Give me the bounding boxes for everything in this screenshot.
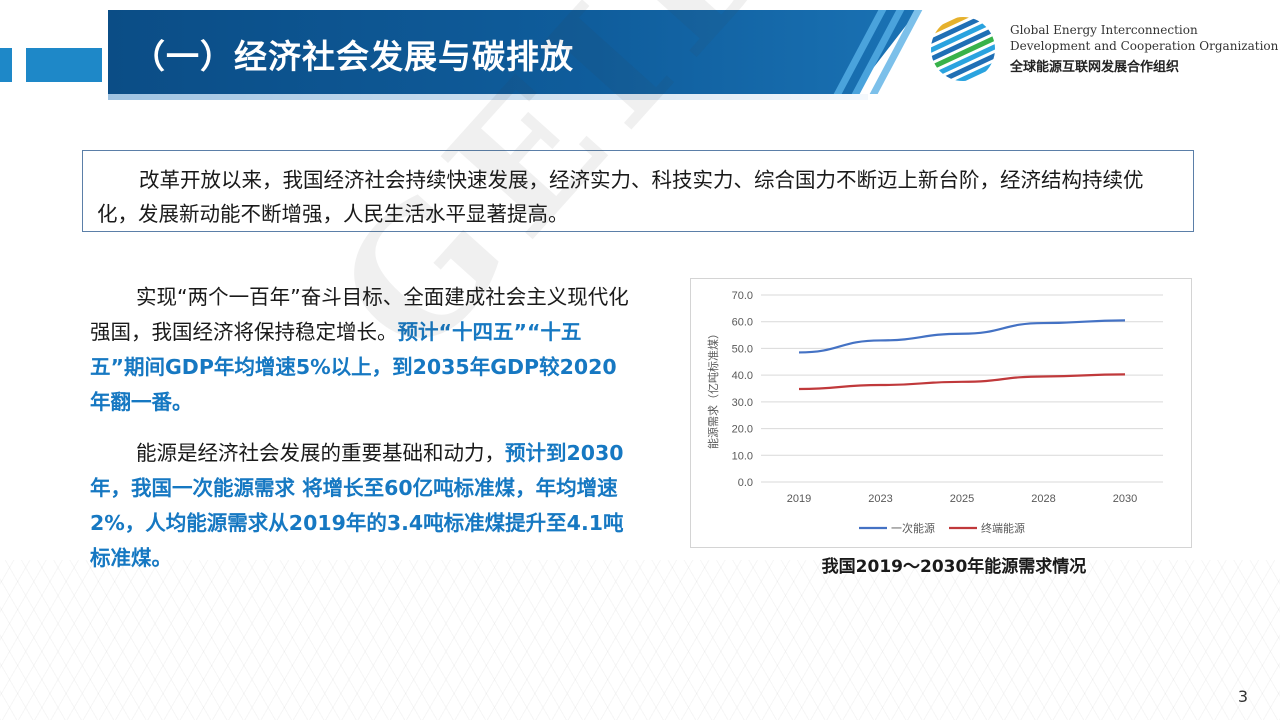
org-name-zh: 全球能源互联网发展合作组织 [1010, 60, 1180, 75]
paragraph-energy-plain: 能源是经济社会发展的重要基础和动力， [136, 441, 505, 465]
page-number: 3 [1237, 687, 1248, 706]
paragraph-gdp: 实现“两个一百年”奋斗目标、全面建成社会主义现代化强国，我国经济将保持稳定增长。… [90, 280, 630, 420]
y-tick-label: 10.0 [732, 450, 753, 462]
x-tick-label: 2019 [787, 493, 811, 505]
org-name-en-line2: Development and Cooperation Organization [1010, 39, 1279, 53]
intro-box: 改革开放以来，我国经济社会持续快速发展，经济实力、科技实力、综合国力不断迈上新台… [82, 150, 1194, 232]
y-tick-label: 0.0 [738, 477, 753, 489]
paragraph-gdp-highlight: 预计“十四五”“十五五”期间GDP年均增速5%以上，到2035年GDP较2020… [90, 320, 617, 414]
globe-logo-icon [931, 17, 995, 81]
header-band [108, 10, 918, 94]
y-axis-label: 能源需求（亿吨标准煤） [706, 328, 720, 449]
series-line [798, 373, 1126, 391]
chart-frame: 0.0 10.0 20.0 30.0 40.0 50.0 60.0 70.0 2019 2023 2… [690, 278, 1192, 548]
org-name-en-line1: Global Energy Interconnection [1010, 23, 1198, 37]
paragraph-energy: 能源是经济社会发展的重要基础和动力，预计到2030年，我国一次能源需求 将增长至… [90, 436, 630, 576]
page-title: （一）经济社会发展与碳排放 [132, 37, 574, 76]
header-accent-bar [0, 48, 12, 82]
series-line [798, 319, 1126, 354]
y-tick-label: 50.0 [732, 343, 753, 355]
x-tick-label: 2030 [1113, 493, 1137, 505]
paragraph-energy-highlight: 预计到2030年，我国一次能源需求 将增长至60亿吨标准煤，年均增速2%，人均能… [90, 441, 624, 570]
x-tick-label: 2025 [950, 493, 974, 505]
legend-label: 终端能源 [981, 521, 1025, 535]
y-tick-label: 60.0 [732, 317, 753, 329]
energy-demand-chart: 0.0 10.0 20.0 30.0 40.0 50.0 60.0 70.0 2019 2023 2… [706, 290, 1163, 535]
y-tick-label: 20.0 [732, 424, 753, 436]
y-tick-label: 30.0 [732, 397, 753, 409]
header-underline [108, 94, 868, 100]
x-tick-label: 2028 [1031, 493, 1055, 505]
y-tick-label: 40.0 [732, 370, 753, 382]
paragraph-gdp-plain: 实现“两个一百年”奋斗目标、全面建成社会主义现代化强国，我国经济将保持稳定增长。 [90, 285, 629, 344]
chart-caption: 我国2019～2030年能源需求情况 [821, 557, 1087, 577]
header-accent-block [26, 48, 102, 82]
intro-text: 改革开放以来，我国经济社会持续快速发展，经济实力、科技实力、综合国力不断迈上新台… [97, 168, 1144, 226]
background-texture [0, 560, 1280, 720]
y-tick-label: 70.0 [732, 290, 753, 302]
x-tick-label: 2023 [868, 493, 892, 505]
legend-label: 一次能源 [891, 521, 935, 535]
org-name-en: Global Energy Interconnection Developmen… [1010, 22, 1278, 54]
